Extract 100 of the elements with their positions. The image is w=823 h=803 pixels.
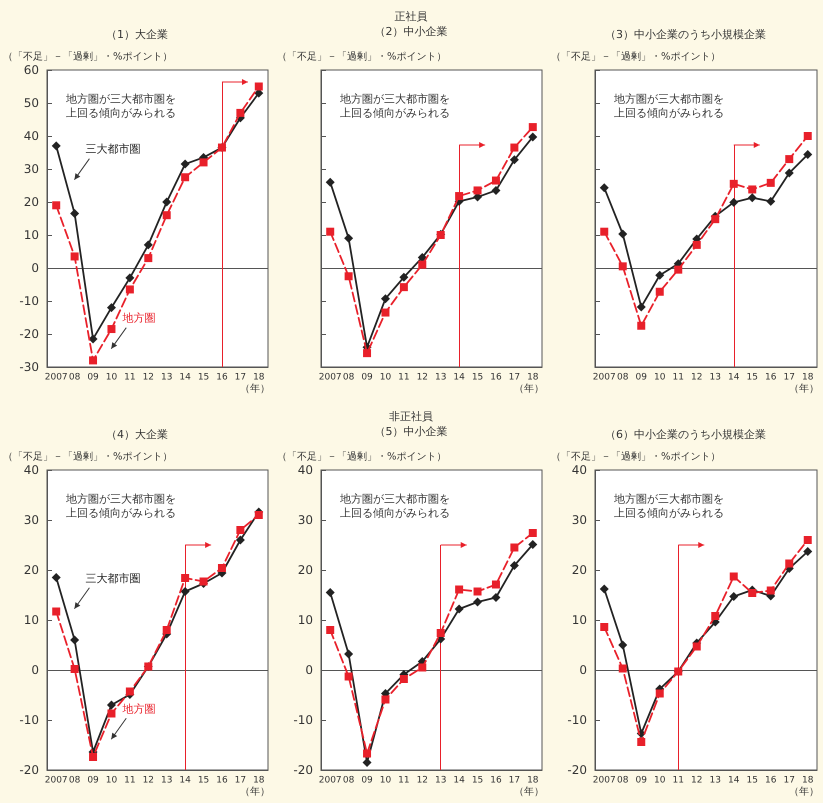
y-tick-label: 0 [579, 663, 587, 677]
x-tick-label: 13 [434, 372, 446, 382]
point [492, 580, 500, 588]
x-tick-label: 17 [508, 776, 520, 786]
x-tick-label: 10 [654, 372, 666, 382]
x-tick-label: 10 [654, 776, 666, 786]
y-axis-title: （「不足」－「過剰」・%ポイント） [3, 450, 173, 462]
series-label: 地方圏 [121, 702, 156, 716]
x-tick-label: 12 [142, 372, 154, 382]
x-tick-label: 08 [68, 776, 81, 786]
x-axis-title: （年） [789, 382, 819, 394]
x-tick-label: 14 [728, 776, 740, 786]
point [785, 560, 794, 568]
y-tick-label: -10 [293, 713, 313, 727]
point [344, 650, 354, 658]
point [804, 132, 812, 140]
point [473, 598, 482, 606]
point [254, 82, 263, 90]
x-tick-label: 17 [508, 372, 520, 382]
point [711, 215, 720, 224]
x-tick-label: 14 [453, 372, 466, 382]
x-tick-label: 08 [617, 372, 629, 382]
x-tick-label: 11 [672, 372, 684, 382]
point [600, 183, 609, 192]
point [436, 629, 445, 637]
y-tick-label: -20 [293, 763, 313, 777]
y-tick-label: 10 [24, 613, 39, 627]
y-tick-label: 10 [298, 613, 313, 627]
point [692, 642, 701, 650]
y-tick-label: -20 [19, 327, 39, 341]
x-axis-title: （年） [789, 786, 819, 798]
point [528, 540, 538, 549]
point [618, 262, 627, 270]
x-tick-label: 11 [398, 372, 410, 382]
x-tick-label: 14 [179, 776, 192, 786]
x-tick-label: 2007 [44, 776, 68, 786]
y-tick-label: 30 [298, 513, 313, 527]
y-tick-label: 50 [24, 96, 39, 110]
y-tick-label: 20 [572, 563, 587, 577]
x-tick-label: 09 [636, 372, 648, 382]
x-tick-label: 15 [746, 776, 758, 786]
point [181, 173, 190, 182]
point [162, 626, 171, 634]
point [52, 201, 60, 210]
x-tick-label: 2007 [592, 776, 616, 786]
point [106, 303, 116, 312]
x-tick-label: 17 [784, 776, 795, 786]
y-tick-label: 20 [24, 195, 39, 209]
x-axis-title: （年） [240, 382, 270, 394]
x-tick-label: 10 [380, 372, 392, 382]
x-tick-label: 08 [68, 372, 81, 382]
point [730, 180, 738, 188]
x-tick-label: 16 [765, 372, 777, 382]
point [600, 228, 608, 236]
point [492, 176, 500, 185]
point [636, 302, 646, 312]
chart-title: （1）大企業 [106, 28, 168, 41]
y-tick-label: 40 [24, 463, 39, 477]
point [326, 588, 335, 597]
point [52, 608, 60, 616]
point [363, 750, 372, 758]
point [510, 544, 518, 552]
point [455, 586, 464, 594]
x-tick-label: 12 [691, 372, 702, 382]
point [637, 322, 646, 330]
x-tick-label: 17 [784, 372, 795, 382]
point [785, 155, 794, 164]
point [600, 623, 608, 631]
x-tick-label: 13 [160, 776, 172, 786]
point [180, 587, 190, 596]
point [400, 283, 408, 292]
x-tick-label: 2007 [318, 776, 342, 786]
point [126, 285, 134, 294]
chart-title: 非正社員 [389, 410, 433, 423]
x-tick-label: 18 [527, 776, 539, 786]
x-tick-label: 12 [691, 776, 702, 786]
point [181, 574, 190, 582]
x-tick-label: 13 [434, 776, 446, 786]
point [692, 240, 701, 249]
x-tick-label: 08 [342, 776, 355, 786]
point [399, 272, 408, 282]
point [107, 710, 116, 718]
point [766, 178, 775, 187]
point [236, 526, 244, 534]
x-tick-label: 09 [87, 372, 100, 382]
point [528, 132, 538, 142]
y-tick-label: 10 [24, 228, 39, 242]
point [88, 334, 98, 344]
point [784, 168, 794, 178]
y-axis-title: （「不足」－「過剰」・%ポイント） [551, 50, 721, 62]
point [180, 160, 190, 169]
point [162, 211, 171, 220]
x-tick-label: 18 [802, 372, 814, 382]
x-tick-label: 16 [490, 776, 502, 786]
x-tick-label: 10 [106, 776, 118, 786]
point [600, 584, 609, 594]
point [326, 178, 335, 187]
point [510, 144, 518, 152]
annotation: 地方圏が三大都市圏を上回る傾向がみられる [613, 492, 724, 520]
x-tick-label: 15 [472, 372, 484, 382]
